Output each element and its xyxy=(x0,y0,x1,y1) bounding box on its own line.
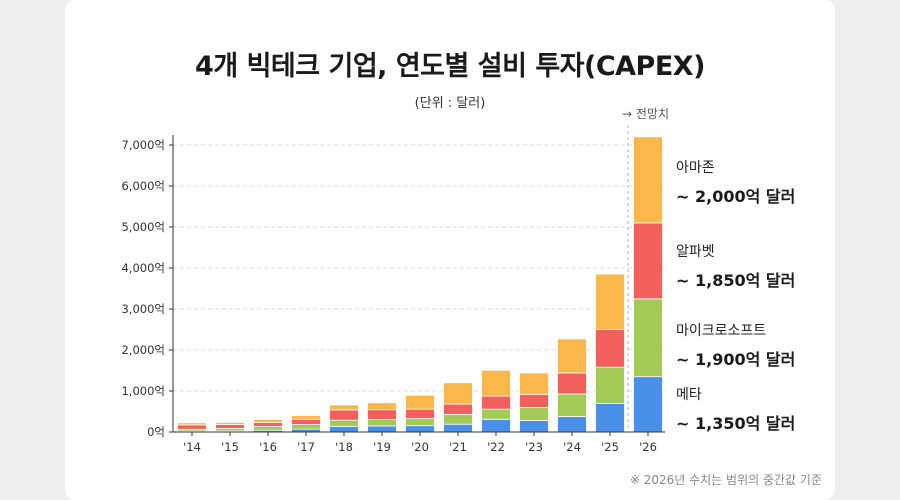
x-tick-label: '16 xyxy=(259,440,277,454)
label-microsoft: 마이크로소프트 ~ 1,900억 달러 xyxy=(676,320,795,370)
bar-alphabet xyxy=(519,393,549,408)
y-tick-label: 2,000억 xyxy=(121,343,165,357)
bar-microsoft xyxy=(253,426,283,431)
bar-microsoft xyxy=(443,413,473,425)
x-tick-label: '18 xyxy=(335,440,353,454)
label-amazon-name: 아마존 xyxy=(676,160,715,176)
bar-meta xyxy=(519,420,549,433)
bar-amazon xyxy=(253,419,283,423)
bar-alphabet xyxy=(177,424,207,430)
y-tick-label: 3,000억 xyxy=(121,302,165,316)
bar-alphabet xyxy=(557,372,587,395)
bar-microsoft xyxy=(367,419,397,427)
x-tick-label: '22 xyxy=(487,440,505,454)
bar-microsoft xyxy=(519,406,549,421)
label-meta-name: 메타 xyxy=(676,387,702,403)
label-alphabet: 알파벳 ~ 1,850억 달러 xyxy=(676,241,795,291)
x-tick-label: '14 xyxy=(183,440,201,454)
bars xyxy=(177,136,663,433)
label-alphabet-amount: ~ 1,850억 달러 xyxy=(676,271,796,290)
bar-meta xyxy=(481,418,511,433)
bar-amazon xyxy=(329,404,359,411)
grid-lines xyxy=(173,144,665,392)
bar-meta xyxy=(443,423,473,433)
y-tick-label: 7,000억 xyxy=(121,138,165,152)
bar-amazon xyxy=(519,372,549,395)
bar-amazon xyxy=(215,421,245,425)
bar-microsoft xyxy=(329,419,359,427)
bar-microsoft xyxy=(595,366,625,404)
bar-meta xyxy=(329,425,359,433)
label-microsoft-name: 마이크로소프트 xyxy=(676,323,767,339)
chart-title: 4개 빅테크 기업, 연도별 설비 투자(CAPEX) xyxy=(195,51,705,82)
y-tick-label: 4,000억 xyxy=(121,261,165,275)
bar-microsoft xyxy=(633,298,663,378)
bar-alphabet xyxy=(215,423,245,429)
bar-meta xyxy=(557,415,587,433)
x-tick-label: '24 xyxy=(563,440,581,454)
bar-alphabet xyxy=(481,395,511,410)
bar-amazon xyxy=(595,273,625,330)
y-tick-label: 1,000억 xyxy=(121,384,165,398)
x-tick-label: '21 xyxy=(449,440,467,454)
bar-amazon xyxy=(443,382,473,405)
bar-amazon xyxy=(291,415,321,420)
x-tick-label: '25 xyxy=(601,440,619,454)
x-tick-label: '26 xyxy=(639,440,657,454)
bar-meta xyxy=(595,402,625,433)
y-tick-label: 6,000억 xyxy=(121,179,165,193)
bar-meta xyxy=(367,425,397,433)
bar-alphabet xyxy=(291,418,321,425)
y-tick-label: 0억 xyxy=(147,425,165,439)
label-alphabet-name: 알파벳 xyxy=(676,244,715,260)
bar-amazon xyxy=(405,394,435,410)
label-microsoft-amount: ~ 1,900억 달러 xyxy=(676,350,796,369)
footnote: ※ 2026년 수치는 범위의 중간값 기준 xyxy=(629,473,822,487)
bar-alphabet xyxy=(443,403,473,415)
bar-alphabet xyxy=(405,408,435,420)
bar-amazon xyxy=(367,402,397,411)
label-amazon-amount: ~ 2,000억 달러 xyxy=(676,187,796,206)
chart-subtitle: (단위 : 달러) xyxy=(414,96,486,111)
x-tick-label: '23 xyxy=(525,440,543,454)
bar-microsoft xyxy=(557,393,587,417)
bar-alphabet xyxy=(329,409,359,421)
forecast-label: → 전망치 xyxy=(622,107,669,121)
label-meta: 메타 ~ 1,350억 달러 xyxy=(676,384,795,434)
bar-alphabet xyxy=(595,329,625,368)
bar-alphabet xyxy=(253,421,283,427)
x-tick-label: '15 xyxy=(221,440,239,454)
bar-alphabet xyxy=(367,409,397,420)
bar-meta xyxy=(633,376,663,433)
label-amazon: 아마존 ~ 2,000억 달러 xyxy=(676,157,795,207)
bar-amazon xyxy=(557,338,587,374)
label-meta-amount: ~ 1,350억 달러 xyxy=(676,414,796,433)
x-tick-label: '20 xyxy=(411,440,429,454)
bar-alphabet xyxy=(633,222,663,300)
bar-amazon xyxy=(481,369,511,397)
x-tick-label: '19 xyxy=(373,440,391,454)
bar-microsoft xyxy=(291,424,321,430)
axes: 0억 1,000억 2,000억 3,000억 4,000억 5,000억 6,000억 7,… xyxy=(121,135,665,454)
bar-microsoft xyxy=(405,418,435,427)
y-tick-label: 5,000억 xyxy=(121,220,165,234)
x-tick-label: '17 xyxy=(297,440,315,454)
bar-microsoft xyxy=(481,408,511,420)
bar-amazon xyxy=(633,136,663,224)
bar-amazon xyxy=(177,422,207,426)
bar-meta xyxy=(405,425,435,433)
